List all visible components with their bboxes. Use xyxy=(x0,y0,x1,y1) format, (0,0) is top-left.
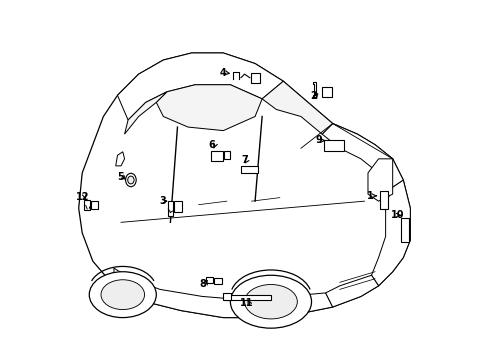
Bar xyxy=(210,152,223,161)
Text: 4: 4 xyxy=(219,68,225,78)
Polygon shape xyxy=(79,53,409,318)
Text: 1: 1 xyxy=(366,191,373,201)
Polygon shape xyxy=(116,152,124,166)
Polygon shape xyxy=(156,85,262,131)
Bar xyxy=(224,152,229,159)
Polygon shape xyxy=(367,159,392,201)
Polygon shape xyxy=(325,275,378,307)
Ellipse shape xyxy=(230,275,311,328)
Text: 3: 3 xyxy=(159,196,166,206)
Polygon shape xyxy=(262,81,332,134)
Text: 5: 5 xyxy=(117,172,123,182)
Bar xyxy=(223,293,231,300)
Polygon shape xyxy=(313,82,315,97)
Text: 7: 7 xyxy=(241,154,247,165)
Ellipse shape xyxy=(101,280,144,310)
Bar xyxy=(174,201,182,212)
Ellipse shape xyxy=(244,284,297,319)
Text: 11: 11 xyxy=(239,298,252,308)
Text: 6: 6 xyxy=(208,140,215,150)
Ellipse shape xyxy=(125,173,136,187)
Text: 2: 2 xyxy=(309,91,316,101)
Bar xyxy=(90,201,98,208)
Text: 12: 12 xyxy=(75,192,89,202)
Polygon shape xyxy=(114,268,332,318)
Bar xyxy=(214,278,222,284)
Ellipse shape xyxy=(89,272,156,318)
Bar xyxy=(205,277,212,283)
Bar xyxy=(401,218,407,242)
Bar xyxy=(224,294,270,300)
Polygon shape xyxy=(371,180,409,286)
Polygon shape xyxy=(322,123,403,187)
Ellipse shape xyxy=(127,176,134,184)
Text: 9: 9 xyxy=(315,135,322,145)
Bar xyxy=(250,73,260,83)
Polygon shape xyxy=(117,53,283,120)
Bar xyxy=(84,201,90,210)
Bar xyxy=(167,201,173,216)
Polygon shape xyxy=(124,92,166,134)
Bar xyxy=(380,191,387,208)
Text: 8: 8 xyxy=(199,279,206,289)
Bar xyxy=(322,86,331,97)
Bar xyxy=(323,140,344,151)
Text: 10: 10 xyxy=(390,210,404,220)
Bar xyxy=(241,166,257,173)
